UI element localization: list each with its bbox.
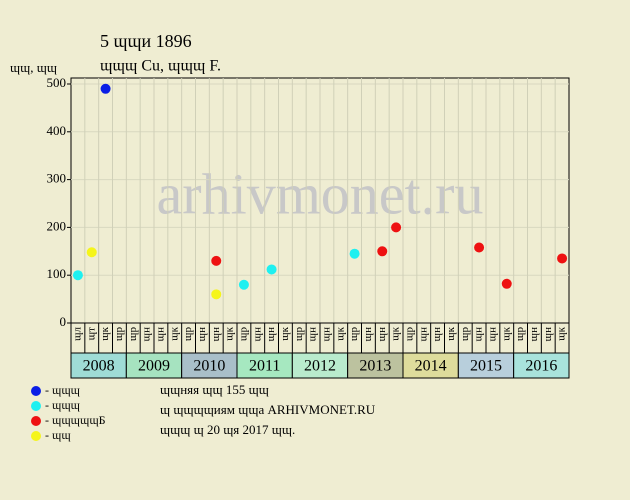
x-tick-label: ɰр (237, 327, 249, 342)
legend-label: - ɰɰɰɰɰБ (45, 413, 106, 427)
year-label: 2013 (359, 358, 391, 375)
x-tick-label: ɰн (528, 327, 540, 342)
x-tick-label: ɰк (99, 326, 111, 341)
x-tick-label: ɰн (542, 327, 554, 342)
y-tick-label: 300 (47, 171, 67, 186)
x-tick-label: ɰн (210, 327, 222, 342)
year-label: 2016 (525, 358, 557, 375)
data-point (474, 242, 485, 253)
data-point (266, 264, 277, 275)
data-point (349, 248, 360, 259)
x-tick-label: ɰк (224, 326, 236, 341)
x-tick-label: ɰк (390, 326, 402, 341)
x-tick-label: ɰн (362, 327, 374, 342)
year-band (291, 352, 349, 379)
data-point (211, 255, 222, 266)
data-point (211, 289, 222, 300)
year-label: 2009 (138, 358, 170, 375)
legend-label: - ɰɰɰ (45, 383, 81, 397)
x-tick-label: ɰн (141, 327, 153, 342)
x-tick-label: ɰн (473, 327, 485, 342)
x-tick-label: ɰн (376, 327, 388, 342)
data-point (377, 246, 388, 257)
year-band (236, 352, 293, 379)
x-tick-label: ɰк (445, 326, 457, 341)
y-tick-label: 500 (47, 75, 67, 90)
x-tick-label: ɰн (320, 327, 332, 342)
x-tick-label: ɰн (417, 327, 429, 342)
x-tick-label: ɰр (403, 327, 415, 342)
legend-marker (31, 431, 41, 441)
note: ɰɰɰ ɰ 20 ɰя 2017 ɰɰ. (160, 422, 295, 437)
year-band (125, 352, 183, 379)
x-tick-label: ɰн (196, 327, 208, 342)
x-tick-label: ɰр (459, 327, 471, 342)
y-axis-label: ɰɰ, ɰɰ (10, 60, 57, 75)
data-point (72, 270, 83, 281)
chart-title: 5 ɰɰи 1896 (100, 31, 192, 51)
legend-marker (31, 416, 41, 426)
x-tick-label: ɰн (307, 327, 319, 342)
legend-label: - ɰɰɰ (45, 398, 81, 412)
x-tick-label: ɰр (293, 327, 305, 342)
x-tick-label: ɰк (556, 326, 568, 341)
data-point (501, 278, 512, 289)
x-tick-label: ɰк (334, 326, 346, 341)
data-point (100, 83, 111, 94)
y-tick-label: 100 (47, 266, 67, 281)
legend-marker (31, 401, 41, 411)
year-label: 2014 (415, 358, 447, 375)
x-tick-label: ɰн (154, 327, 166, 342)
x-tick-label: ɰр (113, 327, 125, 342)
year-label: 2008 (83, 358, 115, 375)
data-point (391, 222, 402, 233)
year-band (457, 352, 515, 379)
x-tick-label: ɰр (348, 327, 360, 342)
data-point (86, 247, 97, 258)
legend-marker (31, 386, 41, 396)
data-point (238, 279, 249, 290)
x-tick-label: ɰр (514, 327, 526, 342)
x-tick-label: ɰк (279, 326, 291, 341)
year-band (181, 352, 238, 379)
x-tick-label: ɰн (486, 327, 498, 342)
y-tick-label: 400 (47, 123, 67, 138)
note: ɰ ɰɰɰɰиям ɰɰа ARHIVMONET.RU (160, 402, 376, 417)
x-tick-label: ɰн (431, 327, 443, 342)
chart-subtitle: ɰɰɰ Cu, ɰɰɰ F. (100, 58, 221, 75)
year-label: 2010 (193, 358, 225, 375)
year-label: 2012 (304, 358, 336, 375)
year-band (402, 352, 459, 379)
year-label: 2011 (249, 358, 280, 375)
x-tick-label: ɰр (127, 327, 139, 342)
x-tick-label: ɰр (182, 327, 194, 342)
y-tick-label: 200 (47, 218, 67, 233)
year-label: 2015 (470, 358, 502, 375)
note: ɰɰняя ɰɰ 155 ɰɰ (160, 382, 269, 397)
x-tick-label: ɰт (85, 327, 97, 341)
year-band (513, 352, 570, 379)
x-tick-label: ɰк (500, 326, 512, 341)
x-tick-label: ɰн (265, 327, 277, 342)
x-tick-label: ɰл (71, 326, 83, 341)
y-tick-label: 0 (60, 314, 67, 329)
data-point (557, 253, 568, 264)
year-band (347, 352, 404, 379)
x-tick-label: ɰк (168, 326, 180, 341)
x-tick-label: ɰн (251, 327, 263, 342)
legend-label: - ɰɰ (45, 428, 71, 442)
